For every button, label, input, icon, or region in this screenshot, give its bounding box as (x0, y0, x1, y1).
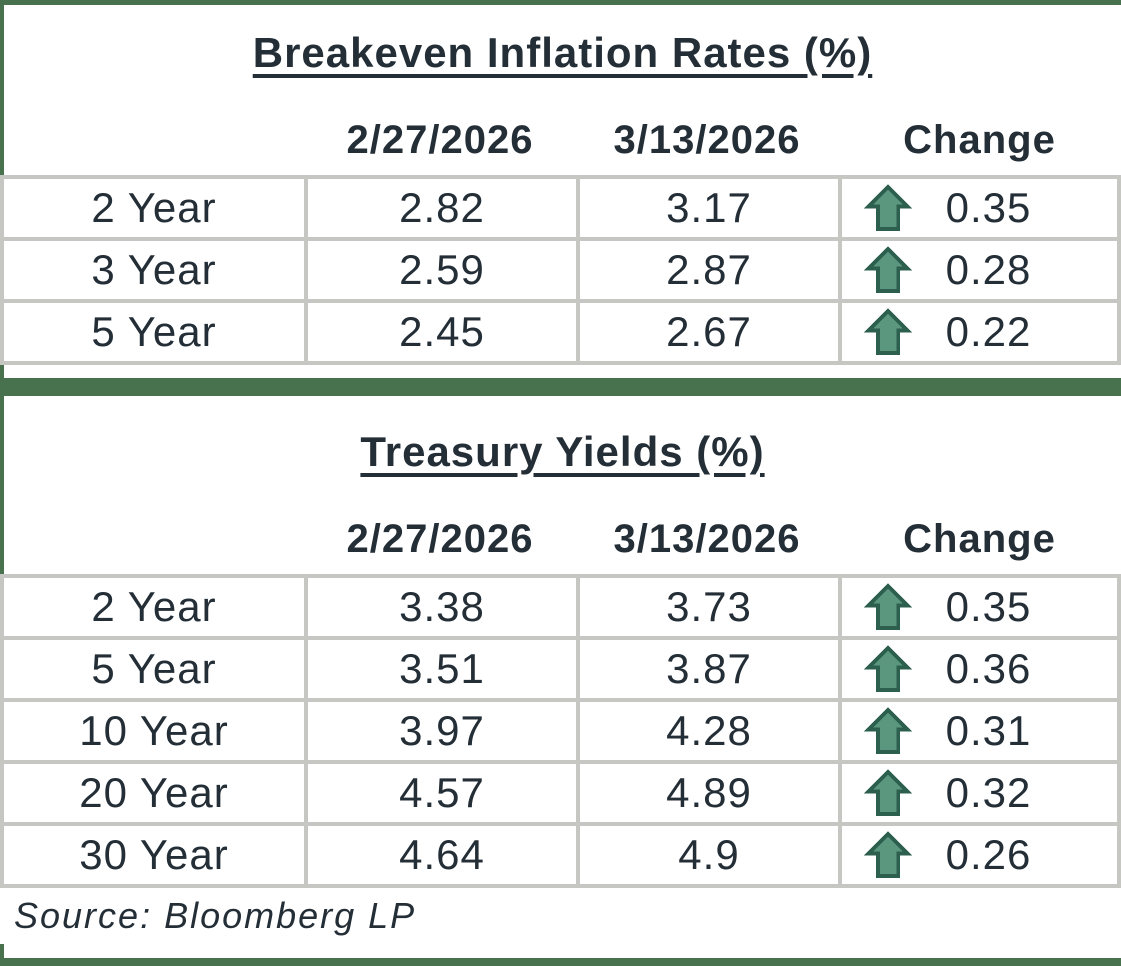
row-label: 2 Year (4, 179, 308, 237)
change-cell: 0.32 (842, 764, 1117, 822)
change-value: 0.31 (945, 707, 1032, 754)
up-arrow-icon (862, 705, 914, 757)
table-row: 20 Year 4.57 4.89 0.32 (4, 764, 1117, 826)
table-row: 2 Year 3.38 3.73 0.35 (4, 578, 1117, 640)
change-cell: 0.36 (842, 640, 1117, 698)
column-header-date1: 2/27/2026 (346, 516, 534, 561)
change-value: 0.26 (945, 831, 1032, 878)
row-label: 30 Year (4, 826, 308, 884)
column-header-change: Change (903, 117, 1056, 162)
value-date1: 2.45 (308, 303, 580, 361)
value-date1: 3.97 (308, 702, 580, 760)
row-label: 5 Year (4, 303, 308, 361)
up-arrow-icon (862, 182, 914, 234)
change-value: 0.32 (945, 769, 1032, 816)
treasury-yields-panel: Treasury Yields (%) 2/27/2026 3/13/2026 … (0, 396, 1121, 958)
table-row: 3 Year 2.59 2.87 0.28 (4, 241, 1117, 303)
row-label: 10 Year (4, 702, 308, 760)
value-date1: 3.38 (308, 578, 580, 636)
up-arrow-icon (862, 767, 914, 819)
change-value: 0.36 (945, 645, 1032, 692)
value-date1: 3.51 (308, 640, 580, 698)
breakeven-inflation-panel: Breakeven Inflation Rates (%) 2/27/2026 … (0, 5, 1121, 378)
value-date1: 4.57 (308, 764, 580, 822)
value-date2: 3.73 (580, 578, 842, 636)
value-date1: 4.64 (308, 826, 580, 884)
value-date1: 2.59 (308, 241, 580, 299)
change-cell: 0.22 (842, 303, 1117, 361)
treasury-table-title: Treasury Yields (%) (360, 428, 765, 475)
source-attribution: Source: Bloomberg LP (0, 888, 1121, 944)
row-label: 5 Year (4, 640, 308, 698)
table-row: 10 Year 3.97 4.28 0.31 (4, 702, 1117, 764)
value-date2: 4.89 (580, 764, 842, 822)
value-date2: 2.67 (580, 303, 842, 361)
change-cell: 0.28 (842, 241, 1117, 299)
up-arrow-icon (862, 244, 914, 296)
row-label: 20 Year (4, 764, 308, 822)
breakeven-table-rows: 2 Year 2.82 3.17 0.35 3 Year (0, 175, 1121, 365)
table-row: 30 Year 4.64 4.9 0.26 (4, 826, 1117, 888)
up-arrow-icon (862, 581, 914, 633)
value-date2: 3.17 (580, 179, 842, 237)
change-value: 0.35 (945, 583, 1032, 630)
table-row: 2 Year 2.82 3.17 0.35 (4, 179, 1117, 241)
breakeven-table-title: Breakeven Inflation Rates (%) (252, 29, 873, 76)
change-cell: 0.31 (842, 702, 1117, 760)
value-date2: 3.87 (580, 640, 842, 698)
source-text: Source: Bloomberg LP (14, 895, 417, 936)
table-row: 5 Year 2.45 2.67 0.22 (4, 303, 1117, 365)
value-date1: 2.82 (308, 179, 580, 237)
up-arrow-icon (862, 306, 914, 358)
change-cell: 0.26 (842, 826, 1117, 884)
row-label: 3 Year (4, 241, 308, 299)
treasury-column-headers: 2/27/2026 3/13/2026 Change (4, 514, 1121, 564)
change-value: 0.22 (945, 308, 1032, 355)
row-label: 2 Year (4, 578, 308, 636)
breakeven-column-headers: 2/27/2026 3/13/2026 Change (4, 115, 1121, 165)
column-header-date2: 3/13/2026 (613, 117, 801, 162)
up-arrow-icon (862, 829, 914, 881)
change-cell: 0.35 (842, 578, 1117, 636)
column-header-date2: 3/13/2026 (613, 516, 801, 561)
change-value: 0.35 (945, 184, 1032, 231)
value-date2: 4.28 (580, 702, 842, 760)
change-cell: 0.35 (842, 179, 1117, 237)
treasury-table-rows: 2 Year 3.38 3.73 0.35 5 Year (0, 574, 1121, 888)
up-arrow-icon (862, 643, 914, 695)
value-date2: 4.9 (580, 826, 842, 884)
change-value: 0.28 (945, 246, 1032, 293)
value-date2: 2.87 (580, 241, 842, 299)
column-header-date1: 2/27/2026 (346, 117, 534, 162)
table-row: 5 Year 3.51 3.87 0.36 (4, 640, 1117, 702)
column-header-change: Change (903, 516, 1056, 561)
green-divider (0, 378, 1121, 396)
